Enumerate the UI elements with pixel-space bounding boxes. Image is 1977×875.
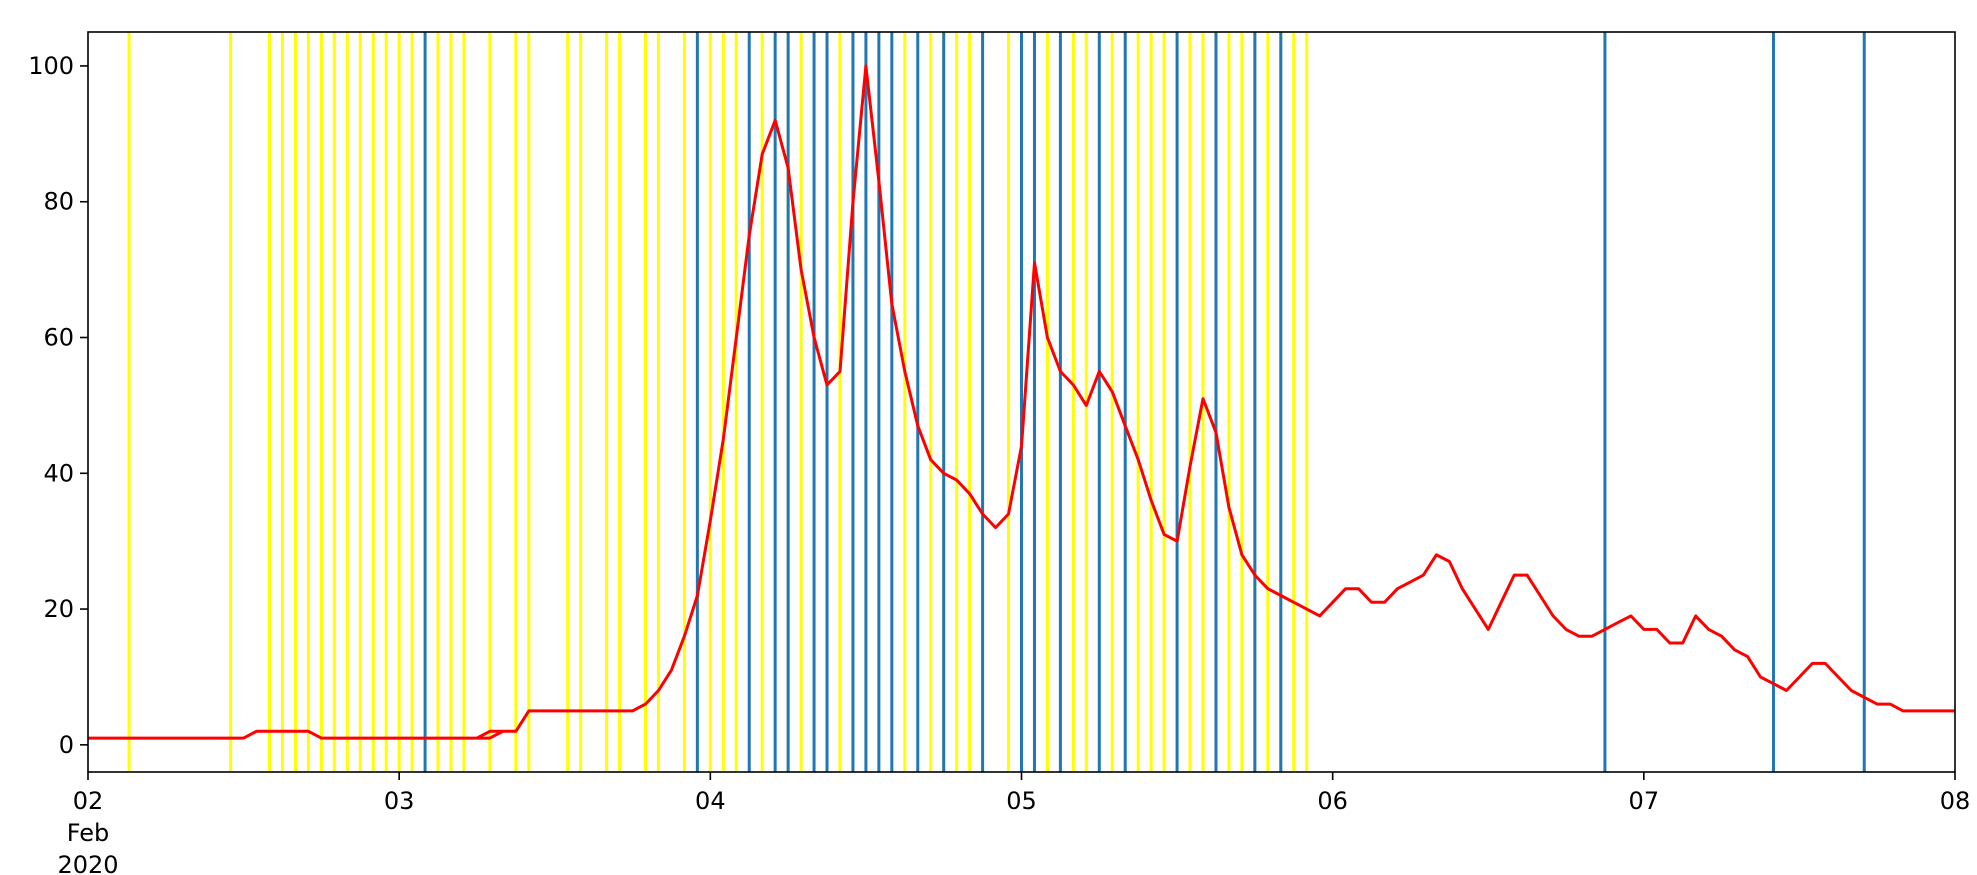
- x-tick-label: 05: [1006, 787, 1037, 815]
- y-tick-label: 40: [43, 459, 74, 487]
- x-tick-label: 07: [1629, 787, 1660, 815]
- y-tick-label: 60: [43, 324, 74, 352]
- x-tick-label: 06: [1317, 787, 1348, 815]
- y-axis: 0 20 40 60 80 100: [28, 52, 88, 759]
- x-tick-label: 04: [695, 787, 726, 815]
- y-tick-label: 0: [59, 731, 74, 759]
- x-tick-sublabel: 2020: [57, 851, 118, 875]
- series-line: [88, 64, 1955, 740]
- y-tick-label: 80: [43, 188, 74, 216]
- x-tick-label: 02: [73, 787, 104, 815]
- y-tick-label: 20: [43, 595, 74, 623]
- x-tick-sublabel: Feb: [67, 819, 110, 847]
- x-tick-label: 08: [1940, 787, 1971, 815]
- y-tick-label: 100: [28, 52, 74, 80]
- x-axis: 02 Feb 2020 03 04 05 06 07 08: [57, 772, 1970, 875]
- series-group: [88, 64, 1955, 740]
- x-tick-label: 03: [384, 787, 415, 815]
- vertical-marker-lines: [127, 32, 1866, 772]
